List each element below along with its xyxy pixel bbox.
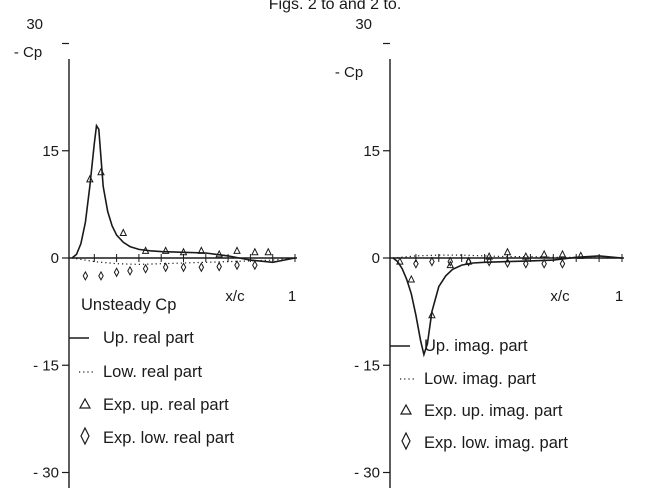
- y-tick-label: - 30: [354, 465, 380, 482]
- y-tick-label: 15: [363, 143, 380, 160]
- y-tick-label: 0: [51, 250, 59, 267]
- marker-exp-low-real-part: [252, 260, 258, 271]
- x-tick-label: 1: [615, 288, 623, 305]
- marker-exp-low-real-part: [82, 270, 89, 281]
- legend-title: Unsteady Cp: [81, 296, 176, 314]
- legend-swatch: [80, 426, 90, 446]
- marker-exp-low-real-part: [98, 270, 104, 281]
- legend-label: Low. imag. part: [424, 370, 536, 388]
- marker-exp-up-real-part: [119, 228, 128, 236]
- marker-exp-low-real-part: [127, 265, 133, 276]
- marker-exp-low-imag-part: [429, 256, 435, 267]
- marker-exp-up-real-part: [86, 174, 94, 183]
- y-tick-label: - 30: [33, 465, 59, 482]
- marker-exp-up-imag-part: [540, 249, 548, 258]
- legend-swatch: [399, 403, 413, 415]
- y-tick-label: 0: [372, 250, 380, 267]
- legend-label: Exp. low. imag. part: [424, 434, 568, 452]
- y-tick-label: - 15: [33, 357, 59, 374]
- marker-exp-up-imag-part: [407, 274, 416, 283]
- y-axis-label: - Cp: [14, 44, 42, 61]
- legend-label: Exp. up. real part: [103, 396, 229, 414]
- marker-exp-low-imag-part: [504, 257, 511, 269]
- marker-exp-low-imag-part: [465, 256, 472, 267]
- x-axis-label: x/c: [225, 288, 245, 305]
- marker-exp-up-real-part: [97, 167, 105, 176]
- figure-caption: Figs. 2 to and 2 to.: [269, 0, 402, 13]
- marker-exp-up-real-part: [264, 247, 273, 256]
- marker-exp-low-real-part: [198, 262, 205, 273]
- panel-real-part: 30 15 0 - 15 - 30 - Cp x/c 1 Up. real part Low. r…: [14, 16, 297, 488]
- series-up-real-part: [71, 123, 296, 264]
- marker-exp-low-real-part: [162, 262, 169, 273]
- y-tick-label: 30: [26, 16, 43, 33]
- panel-imag-part: 30 15 0 - 15 - 30 - Cp x/c 1 Up. imag. part Low. …: [335, 16, 624, 488]
- legend-label: Exp. up. imag. part: [424, 402, 563, 420]
- marker-exp-low-imag-part: [541, 258, 547, 269]
- marker-exp-up-real-part: [179, 247, 188, 256]
- marker-exp-up-imag-part: [576, 251, 585, 259]
- marker-exp-low-real-part: [234, 260, 240, 271]
- marker-exp-up-real-part: [161, 246, 170, 254]
- marker-exp-low-imag-part: [523, 258, 529, 269]
- marker-exp-up-imag-part: [396, 256, 404, 265]
- series-up-imag-part: [392, 255, 623, 358]
- y-tick-label: 30: [355, 16, 372, 33]
- marker-exp-low-imag-part: [486, 256, 492, 267]
- marker-exp-low-real-part: [216, 261, 222, 272]
- series-low-imag-part: [392, 254, 622, 259]
- marker-exp-up-real-part: [141, 246, 150, 254]
- legend-label: Low. real part: [103, 363, 202, 381]
- marker-exp-up-imag-part: [558, 249, 567, 258]
- marker-exp-up-imag-part: [503, 247, 512, 256]
- y-tick-label: 15: [42, 143, 59, 160]
- legend-label: Exp. low. real part: [103, 429, 235, 447]
- x-tick-label: 1: [288, 288, 296, 305]
- marker-exp-low-imag-part: [413, 258, 419, 269]
- y-tick-label: - 15: [354, 357, 380, 374]
- marker-exp-up-imag-part: [446, 260, 455, 269]
- marker-exp-low-real-part: [113, 267, 120, 278]
- marker-exp-low-imag-part: [559, 258, 566, 269]
- marker-exp-up-imag-part: [485, 251, 493, 260]
- marker-exp-up-real-part: [215, 249, 223, 258]
- legend-label: Up. imag. part: [424, 337, 528, 355]
- marker-exp-up-real-part: [251, 247, 259, 256]
- legend-swatch: [78, 397, 92, 409]
- marker-exp-up-real-part: [233, 246, 241, 254]
- y-axis-label: - Cp: [335, 64, 363, 81]
- marker-exp-low-real-part: [180, 262, 187, 273]
- legend-swatch: [401, 431, 411, 451]
- marker-exp-low-real-part: [142, 263, 149, 274]
- marker-exp-up-imag-part: [428, 310, 436, 319]
- marker-exp-up-real-part: [197, 246, 206, 254]
- x-axis-label: x/c: [550, 288, 570, 305]
- legend-label: Up. real part: [103, 329, 194, 347]
- marker-exp-low-imag-part: [447, 256, 454, 267]
